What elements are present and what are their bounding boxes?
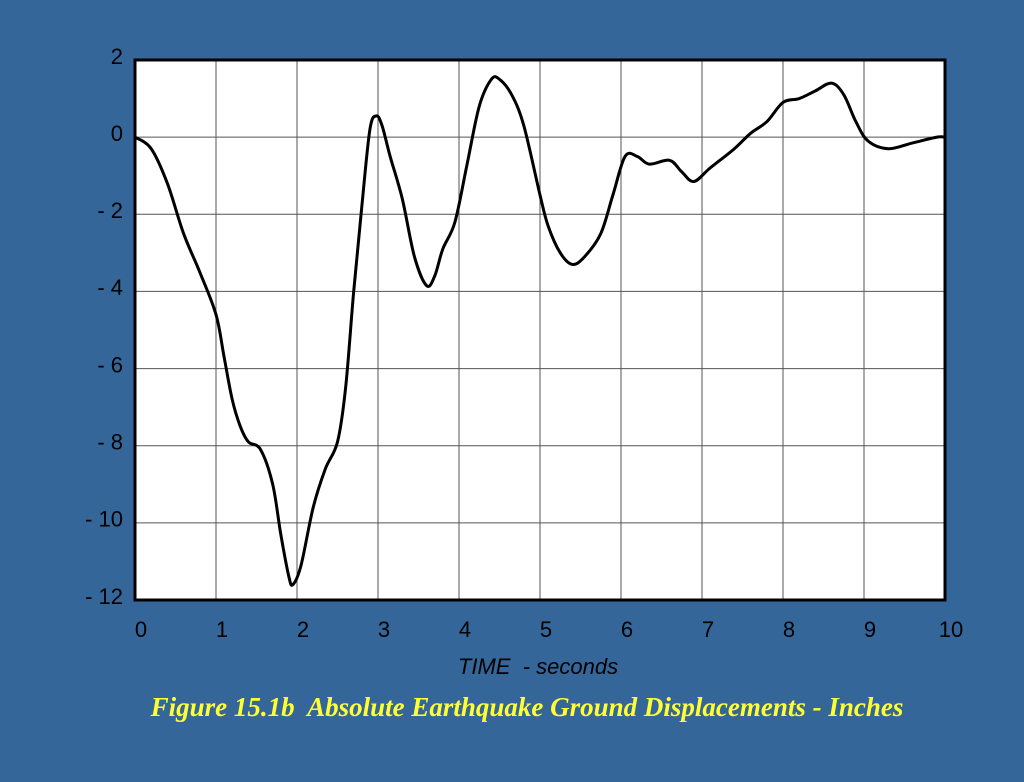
x-tick-label: 1 — [216, 617, 228, 642]
x-tick-label: 9 — [864, 617, 876, 642]
plot-frame — [133, 58, 947, 602]
y-tick-label: - 6 — [97, 352, 123, 377]
x-tick-label: 2 — [297, 617, 309, 642]
y-tick-label: 0 — [111, 121, 123, 146]
chart-title: Figure 15.1b Absolute Earthquake Ground … — [150, 692, 904, 722]
y-tick-label: 2 — [111, 44, 123, 69]
x-tick-label: 4 — [459, 617, 471, 642]
y-tick-label: - 12 — [85, 584, 123, 609]
x-tick-label: 6 — [621, 617, 633, 642]
x-tick-label: 5 — [540, 617, 552, 642]
y-tick-label: - 10 — [85, 507, 123, 532]
y-tick-label: - 4 — [97, 275, 123, 300]
data-line — [134, 75, 946, 587]
x-tick-label: 8 — [783, 617, 795, 642]
x-axis-label: TIME - seconds — [458, 654, 618, 679]
x-tick-label: 3 — [378, 617, 390, 642]
x-tick-label: 0 — [135, 617, 147, 642]
y-tick-label: - 2 — [97, 198, 123, 223]
x-tick-label: 10 — [939, 617, 963, 642]
y-tick-label: - 8 — [97, 430, 123, 455]
x-tick-label: 7 — [702, 617, 714, 642]
